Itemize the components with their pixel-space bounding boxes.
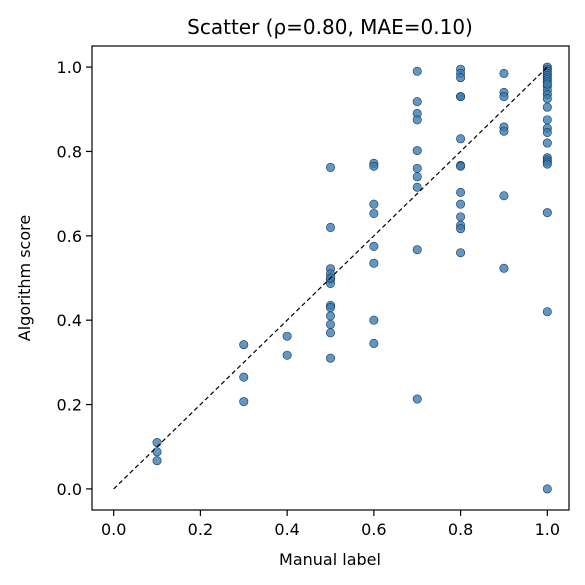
scatter-point — [152, 438, 162, 448]
scatter-point — [542, 115, 552, 125]
scatter-point — [456, 224, 466, 234]
x-tick-label: 0.6 — [361, 520, 386, 539]
scatter-point — [499, 263, 509, 273]
x-tick-label: 0.2 — [188, 520, 213, 539]
y-tick-label: 0.6 — [57, 227, 82, 246]
scatter-point — [499, 92, 509, 102]
scatter-point — [412, 97, 422, 107]
scatter-point — [542, 138, 552, 148]
scatter-point — [542, 307, 552, 317]
x-axis-label: Manual label — [279, 550, 381, 569]
scatter-point — [412, 182, 422, 192]
scatter-point — [456, 73, 466, 83]
y-tick-label: 0.8 — [57, 142, 82, 161]
y-axis-label: Algorithm score — [15, 215, 34, 341]
scatter-point — [499, 68, 509, 78]
scatter-point — [325, 303, 335, 313]
plot-area-frame — [91, 45, 570, 511]
scatter-point — [412, 163, 422, 173]
axis-ticks: 0.0 0.2 0.4 0.6 0.8 1.0 0.0 0.2 0.4 0.6 0.8 1.0 — [57, 58, 560, 539]
x-tick-label: 0.8 — [448, 520, 473, 539]
x-tick-label: 0.4 — [274, 520, 299, 539]
scatter-point — [282, 331, 292, 341]
scatter-point — [369, 258, 379, 268]
scatter-point — [412, 66, 422, 76]
scatter-point — [456, 212, 466, 222]
scatter-point — [542, 94, 552, 104]
identity-reference-line — [113, 66, 548, 490]
x-tick-label: 1.0 — [535, 520, 560, 539]
scatter-point — [152, 456, 162, 466]
y-tick-label: 0.0 — [57, 480, 82, 499]
scatter-point — [152, 447, 162, 457]
scatter-point — [499, 126, 509, 136]
scatter-point — [542, 79, 552, 89]
scatter-point — [369, 338, 379, 348]
scatter-point — [282, 350, 292, 360]
scatter-point — [542, 484, 552, 494]
scatter-point — [499, 191, 509, 201]
scatter-point — [456, 199, 466, 209]
chart-title: Scatter (ρ=0.80, MAE=0.10) — [187, 15, 473, 39]
scatter-point — [325, 328, 335, 338]
x-tick-label: 0.0 — [101, 520, 126, 539]
scatter-point — [542, 159, 552, 169]
scatter-point — [456, 248, 466, 258]
scatter-point — [542, 127, 552, 137]
scatter-point — [456, 134, 466, 144]
scatter-point — [456, 92, 466, 102]
y-tick-label: 0.4 — [57, 311, 82, 330]
scatter-point — [369, 208, 379, 218]
scatter-point — [369, 161, 379, 171]
scatter-point — [325, 353, 335, 363]
scatter-point — [456, 187, 466, 197]
scatter-point — [239, 340, 249, 350]
scatter-point — [325, 222, 335, 232]
scatter-point — [239, 372, 249, 382]
scatter-points — [152, 62, 552, 494]
scatter-point — [412, 146, 422, 156]
scatter-point — [325, 311, 335, 321]
scatter-point — [456, 161, 466, 171]
scatter-point — [412, 245, 422, 255]
scatter-point — [369, 241, 379, 251]
scatter-point — [412, 394, 422, 404]
scatter-point — [542, 102, 552, 112]
scatter-point — [412, 172, 422, 182]
y-tick-label: 1.0 — [57, 58, 82, 77]
scatter-point — [325, 319, 335, 329]
scatter-point — [542, 208, 552, 218]
scatter-point — [239, 397, 249, 407]
scatter-point — [369, 315, 379, 325]
scatter-point — [369, 199, 379, 209]
y-tick-label: 0.2 — [57, 396, 82, 415]
scatter-point — [325, 162, 335, 172]
scatter-point — [412, 115, 422, 125]
